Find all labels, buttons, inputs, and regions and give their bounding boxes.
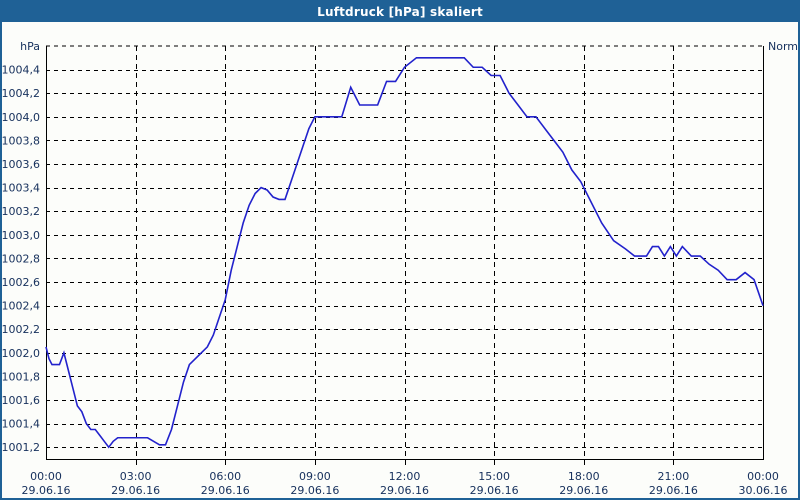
x-axis-time-label: 00:00 (30, 470, 62, 483)
x-axis-date-label: 29.06.16 (111, 484, 160, 497)
window-title-bar: Luftdruck [hPa] skaliert (2, 2, 798, 22)
window-title: Luftdruck [hPa] skaliert (317, 5, 483, 19)
x-axis-date-label: 29.06.16 (22, 484, 71, 497)
x-axis-time-label: 18:00 (568, 470, 600, 483)
y-axis-tick-label: 1003,8 (2, 134, 40, 147)
pressure-series-line (45, 57, 764, 449)
y-axis-tick-label: 1001,2 (2, 441, 40, 454)
y-axis-unit-label: hPa (20, 40, 40, 53)
x-axis-labels: 00:0029.06.1603:0029.06.1606:0029.06.160… (22, 470, 788, 497)
x-axis-date-label: 29.06.16 (201, 484, 250, 497)
y-axis-tick-label: 1002,0 (2, 347, 40, 360)
x-axis-time-label: 00:00 (747, 470, 779, 483)
y-axis-tick-label: 1004,0 (2, 111, 40, 124)
x-axis-date-label: 29.06.16 (290, 484, 339, 497)
axis-tick-marks (136, 459, 674, 465)
y-axis-tick-label: 1001,4 (2, 418, 40, 431)
y-axis-tick-label: 1004,4 (2, 64, 40, 77)
x-axis-time-label: 12:00 (389, 470, 421, 483)
y-axis-tick-label: 1002,8 (2, 252, 40, 265)
y-axis-tick-label: 1002,4 (2, 300, 40, 313)
x-axis-date-label: 29.06.16 (559, 484, 608, 497)
x-axis-date-label: 30.06.16 (739, 484, 788, 497)
x-axis-date-label: 29.06.16 (649, 484, 698, 497)
normal-threshold-label: Normal (768, 40, 798, 53)
y-axis-tick-label: 1003,0 (2, 229, 40, 242)
x-axis-time-label: 15:00 (478, 470, 510, 483)
y-axis-tick-label: 1003,4 (2, 182, 40, 195)
y-axis-tick-label: 1002,2 (2, 323, 40, 336)
x-axis-time-label: 03:00 (120, 470, 152, 483)
y-axis-labels: 1004,4 1004,2 1004,0 1003,8 1003,6 1003,4 1003… (2, 64, 40, 455)
x-axis-time-label: 21:00 (658, 470, 690, 483)
pressure-line-chart: 1004,4 1004,2 1004,0 1003,8 1003,6 1003,4 1003… (2, 24, 798, 498)
y-axis-tick-label: 1001,8 (2, 370, 40, 383)
x-axis-time-label: 09:00 (299, 470, 331, 483)
chart-background (2, 24, 798, 498)
y-axis-tick-label: 1003,2 (2, 205, 40, 218)
chart-plot-area: 1004,4 1004,2 1004,0 1003,8 1003,6 1003,4 1003… (2, 24, 798, 498)
y-axis-tick-label: 1003,6 (2, 158, 40, 171)
x-axis-date-label: 29.06.16 (380, 484, 429, 497)
y-axis-tick-label: 1002,6 (2, 276, 40, 289)
vertical-gridlines (136, 46, 674, 459)
x-axis-date-label: 29.06.16 (470, 484, 519, 497)
x-axis-time-label: 06:00 (209, 470, 241, 483)
y-axis-tick-label: 1001,6 (2, 394, 40, 407)
y-axis-tick-label: 1004,2 (2, 87, 40, 100)
